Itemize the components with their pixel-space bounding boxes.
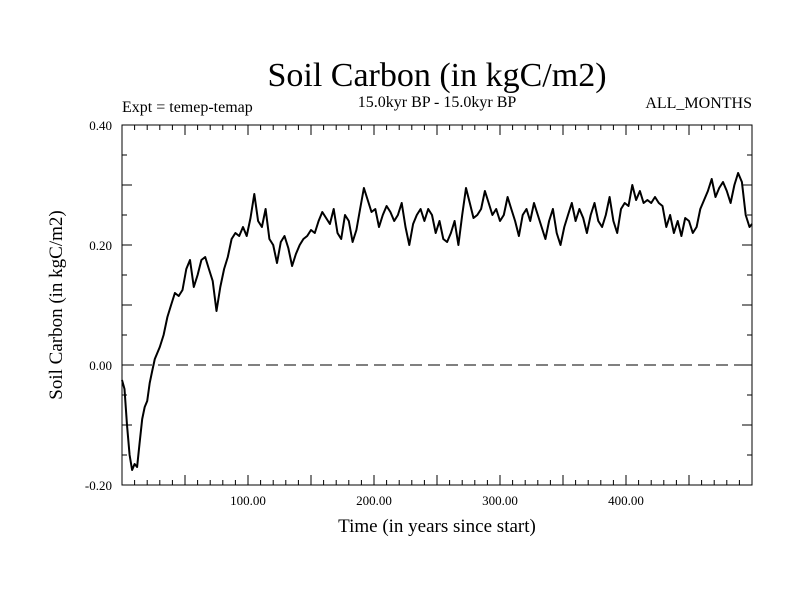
- y-tick-label: 0.00: [89, 358, 112, 373]
- x-tick-label: 400.00: [608, 493, 644, 508]
- axis-tick-labels: 100.00 200.00 300.00 400.00 -0.20 0.00 0.20 0.4…: [85, 118, 644, 508]
- y-tick-label: -0.20: [85, 478, 112, 493]
- period-label: 15.0kyr BP - 15.0kyr BP: [358, 94, 517, 111]
- x-axis-label: Time (in years since start): [338, 516, 536, 537]
- experiment-label: Expt = temep-temap: [122, 99, 253, 116]
- x-tick-label: 200.00: [356, 493, 392, 508]
- x-tick-label: 100.00: [230, 493, 266, 508]
- plot-frame: [121, 124, 753, 486]
- chart-title: Soil Carbon (in kgC/m2): [267, 57, 606, 94]
- months-label: ALL_MONTHS: [645, 95, 752, 112]
- y-tick-label: 0.40: [89, 118, 112, 133]
- y-tick-label: 0.20: [89, 238, 112, 253]
- axis-ticks: [122, 125, 752, 485]
- series-line-soil-carbon: [121, 172, 753, 471]
- y-axis-label: Soil Carbon (in kgC/m2): [46, 210, 67, 399]
- x-tick-label: 300.00: [482, 493, 518, 508]
